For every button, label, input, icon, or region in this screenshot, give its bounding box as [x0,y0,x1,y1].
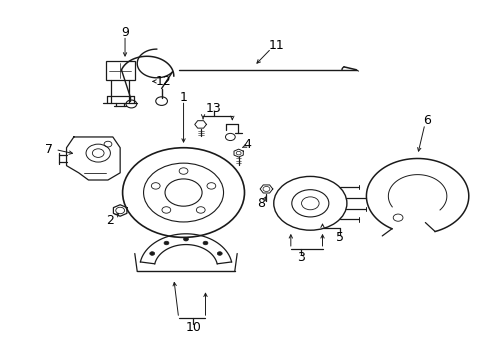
Circle shape [217,252,222,255]
Text: 8: 8 [257,197,265,210]
Circle shape [163,241,168,245]
Text: 7: 7 [45,143,53,156]
Text: 12: 12 [156,75,172,88]
Text: 10: 10 [185,321,201,334]
Circle shape [183,237,188,241]
Text: 5: 5 [335,231,343,244]
Text: 2: 2 [106,214,114,227]
Text: 9: 9 [121,27,129,40]
Circle shape [203,241,207,245]
Text: 13: 13 [205,102,221,115]
Text: 6: 6 [423,114,430,127]
Text: 11: 11 [268,39,284,52]
Text: 1: 1 [179,91,187,104]
Text: 3: 3 [296,251,304,264]
Text: 4: 4 [243,138,250,150]
Circle shape [149,252,154,255]
